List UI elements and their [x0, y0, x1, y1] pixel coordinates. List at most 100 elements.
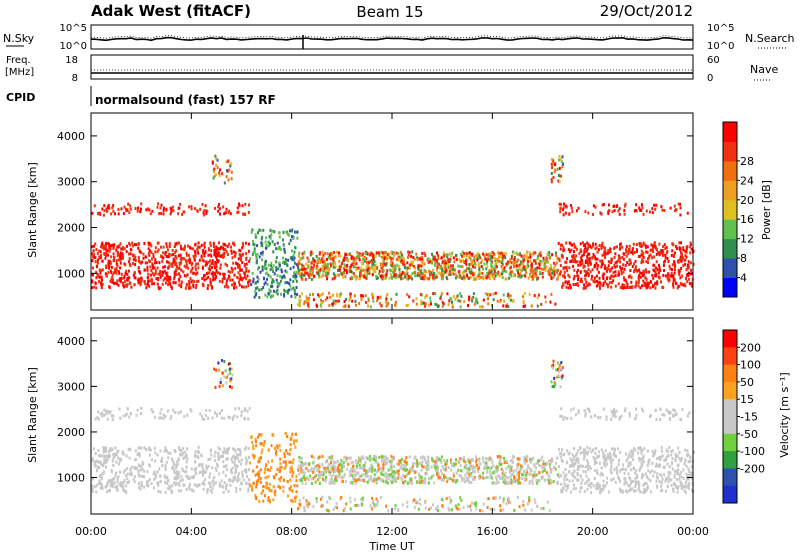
heatmap-cell	[580, 256, 583, 260]
heatmap-cell	[120, 256, 123, 260]
heatmap-cell	[278, 231, 281, 235]
heatmap-cell	[390, 257, 393, 260]
heatmap-cell	[558, 173, 560, 177]
heatmap-cell	[234, 267, 237, 271]
heatmap-cell	[226, 277, 229, 281]
heatmap-cell	[250, 283, 253, 286]
heatmap-cell	[369, 305, 372, 309]
heatmap-cell	[419, 302, 422, 306]
heatmap-cell	[107, 271, 110, 274]
heatmap-cell	[119, 261, 122, 265]
heatmap-cell	[177, 254, 180, 258]
heatmap-cell	[668, 264, 671, 268]
heatmap-cell	[442, 251, 445, 255]
heatmap-cell	[412, 256, 415, 259]
heatmap-cell	[569, 260, 572, 264]
heatmap-cell	[532, 252, 535, 256]
heatmap-cell	[471, 297, 474, 301]
heatmap-cell	[619, 286, 622, 289]
heatmap-cell	[190, 205, 193, 209]
heatmap-cell	[403, 481, 406, 485]
heatmap-cell	[383, 262, 386, 266]
heatmap-cell	[488, 456, 491, 460]
heatmap-cell	[355, 479, 358, 483]
heatmap-cell	[208, 408, 211, 412]
heatmap-cell	[122, 281, 124, 285]
heatmap-cell	[126, 467, 129, 471]
heatmap-cell	[153, 261, 156, 265]
heatmap-cell	[393, 470, 395, 474]
heatmap-cell	[451, 300, 453, 304]
heatmap-cell	[424, 254, 427, 257]
heatmap-cell	[263, 282, 266, 286]
heatmap-cell	[239, 249, 242, 253]
heatmap-cell	[503, 266, 506, 270]
heatmap-cell	[501, 269, 504, 273]
heatmap-cell	[202, 211, 205, 215]
heatmap-cell	[282, 238, 284, 242]
heatmap-cell	[617, 258, 620, 262]
heatmap-cell	[197, 456, 200, 459]
heatmap-cell	[447, 258, 450, 262]
heatmap-cell	[378, 251, 381, 255]
heatmap-cell	[550, 276, 553, 280]
heatmap-cell	[495, 257, 498, 261]
heatmap-cell	[666, 257, 669, 261]
heatmap-cell	[101, 487, 104, 490]
heatmap-cell	[413, 257, 416, 261]
heatmap-cell	[225, 451, 227, 455]
heatmap-cell	[112, 252, 115, 256]
heatmap-cell	[242, 244, 245, 248]
heatmap-cell	[300, 274, 303, 278]
heatmap-cell	[663, 260, 665, 264]
heatmap-cell	[384, 263, 387, 267]
heatmap-cell	[197, 279, 200, 283]
heatmap-cell	[361, 274, 364, 278]
heatmap-cell	[594, 242, 597, 246]
heatmap-cell	[579, 248, 582, 252]
heatmap-cell	[428, 275, 431, 279]
heatmap-cell	[369, 468, 372, 472]
heatmap-cell	[406, 272, 409, 276]
heatmap-cell	[622, 263, 625, 267]
heatmap-cell	[203, 252, 206, 255]
heatmap-cell	[399, 251, 402, 255]
heatmap-cell	[195, 284, 198, 287]
heatmap-cell	[618, 247, 621, 251]
heatmap-cell	[108, 244, 111, 248]
heatmap-cell	[327, 262, 329, 266]
heatmap-cell	[443, 476, 445, 480]
heatmap-cell	[663, 209, 666, 212]
heatmap-cell	[367, 298, 370, 302]
heatmap-cell	[430, 271, 433, 275]
heatmap-cell	[373, 260, 376, 264]
heatmap-cell	[414, 470, 417, 474]
heatmap-cell	[572, 456, 575, 460]
heatmap-cell	[640, 407, 643, 411]
heatmap-cell	[143, 242, 146, 245]
heatmap-cell	[557, 158, 560, 162]
heatmap-cell	[238, 264, 241, 268]
heatmap-cell	[382, 269, 385, 273]
heatmap-cell	[126, 272, 129, 276]
heatmap-cell	[315, 303, 318, 307]
heatmap-cell	[119, 266, 122, 270]
heatmap-cell	[168, 280, 171, 284]
heatmap-cell	[667, 274, 670, 278]
heatmap-cell	[374, 254, 377, 258]
heatmap-cell	[577, 263, 580, 267]
heatmap-cell	[122, 256, 124, 260]
heatmap-cell	[641, 284, 643, 288]
heatmap-cell	[421, 260, 423, 264]
heatmap-cell	[558, 202, 561, 206]
heatmap-cell	[611, 266, 614, 270]
heatmap-cell	[223, 251, 226, 255]
heatmap-cell	[500, 251, 503, 255]
heatmap-cell	[601, 241, 604, 245]
heatmap-cell	[340, 469, 343, 473]
heatmap-cell	[453, 464, 456, 468]
heatmap-cell	[405, 473, 408, 477]
heatmap-cell	[162, 212, 165, 216]
heatmap-cell	[693, 450, 695, 454]
heatmap-cell	[239, 273, 242, 277]
